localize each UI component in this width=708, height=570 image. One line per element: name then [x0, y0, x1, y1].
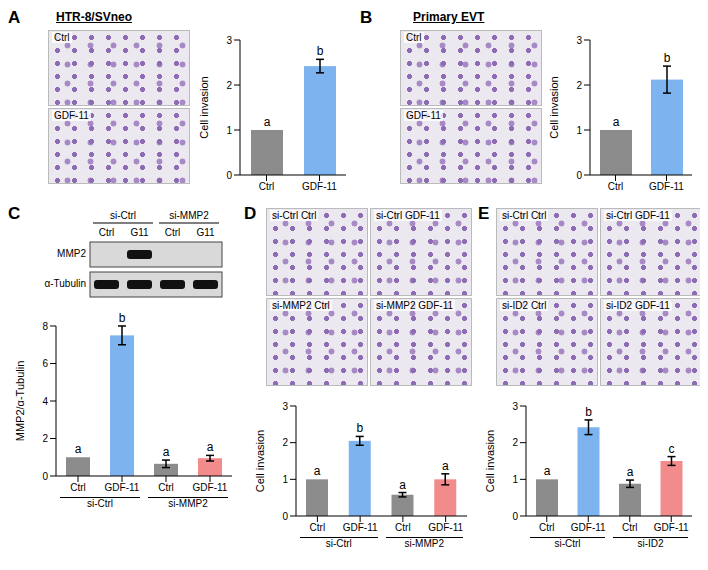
svg-text:GDF-11: GDF-11	[428, 522, 463, 533]
html-text:si-Ctrl GDF-11: si-Ctrl GDF-11	[376, 210, 440, 221]
svg-text:a: a	[314, 464, 321, 478]
svg-text:3: 3	[282, 401, 288, 412]
svg-text:Ctrl: Ctrl	[70, 482, 86, 493]
html-text:GDF-11: GDF-11	[406, 110, 441, 121]
html-text:si-Ctrl: si-Ctrl	[554, 538, 581, 549]
svg-text:si-MMP2: si-MMP2	[169, 210, 209, 221]
svg-text:Ctrl: Ctrl	[622, 522, 638, 533]
svg-text:MMP2/α-Tubulin: MMP2/α-Tubulin	[14, 361, 26, 442]
html-text:E: E	[478, 204, 490, 223]
svg-text:2: 2	[282, 437, 288, 448]
svg-text:2: 2	[42, 433, 48, 444]
svg-text:b: b	[664, 51, 671, 65]
svg-text:4: 4	[42, 396, 48, 407]
svg-text:a: a	[627, 465, 634, 479]
svg-text:Cell invasion: Cell invasion	[548, 76, 560, 138]
svg-text:8: 8	[42, 321, 48, 332]
svg-text:G11: G11	[196, 227, 215, 238]
html-text:si-MMP2: si-MMP2	[168, 498, 208, 509]
html-text:B: B	[360, 8, 373, 27]
html-text:si-ID2: si-ID2	[637, 538, 664, 549]
svg-text:GDF-11: GDF-11	[193, 482, 228, 493]
svg-text:a: a	[613, 115, 620, 129]
svg-text:G11: G11	[130, 227, 149, 238]
svg-text:3: 3	[576, 35, 582, 46]
svg-text:0: 0	[226, 170, 232, 181]
svg-text:a: a	[207, 440, 214, 454]
svg-text:GDF-11: GDF-11	[571, 522, 606, 533]
html-text:si-MMP2 Ctrl: si-MMP2 Ctrl	[272, 300, 330, 311]
svg-text:GDF-11: GDF-11	[302, 181, 337, 192]
svg-text:b: b	[317, 44, 324, 58]
svg-text:0: 0	[576, 170, 582, 181]
svg-text:GDF-11: GDF-11	[654, 522, 689, 533]
svg-text:0: 0	[282, 511, 288, 522]
html-text:HTR-8/SVneo: HTR-8/SVneo	[56, 10, 132, 24]
svg-text:6: 6	[42, 358, 48, 369]
svg-text:c: c	[669, 442, 675, 456]
svg-text:Ctrl: Ctrl	[539, 522, 555, 533]
html-text:GDF-11: GDF-11	[54, 110, 89, 121]
svg-text:1: 1	[226, 125, 232, 136]
svg-text:Ctrl: Ctrl	[608, 181, 624, 192]
html-text:si-Ctrl: si-Ctrl	[86, 498, 113, 509]
svg-text:Ctrl: Ctrl	[259, 181, 275, 192]
svg-text:1: 1	[512, 474, 518, 485]
svg-text:a: a	[264, 115, 271, 129]
html-text:Ctrl: Ctrl	[406, 32, 422, 43]
svg-text:b: b	[119, 311, 126, 325]
svg-text:si-Ctrl: si-Ctrl	[110, 210, 136, 221]
html-text:Ctrl: Ctrl	[54, 32, 70, 43]
html-text:si-ID2 Ctrl: si-ID2 Ctrl	[502, 300, 547, 311]
html-text:si-ID2 GDF-11: si-ID2 GDF-11	[606, 300, 670, 311]
html-text:si-MMP2: si-MMP2	[404, 538, 444, 549]
svg-text:b: b	[585, 405, 592, 419]
svg-text:GDF-11: GDF-11	[105, 482, 140, 493]
svg-text:3: 3	[226, 35, 232, 46]
svg-text:a: a	[544, 464, 551, 478]
html-text:si-Ctrl GDF-11: si-Ctrl GDF-11	[606, 210, 670, 221]
svg-text:a: a	[163, 445, 170, 459]
svg-text:Ctrl: Ctrl	[395, 522, 411, 533]
svg-text:Ctrl: Ctrl	[99, 227, 115, 238]
svg-text:GDF-11: GDF-11	[343, 522, 378, 533]
svg-text:1: 1	[576, 125, 582, 136]
svg-text:Ctrl: Ctrl	[158, 482, 174, 493]
html-text:si-Ctrl: si-Ctrl	[325, 538, 352, 549]
svg-text:Cell invasion: Cell invasion	[198, 76, 210, 138]
svg-text:2: 2	[512, 437, 518, 448]
svg-text:Cell invasion: Cell invasion	[484, 430, 496, 492]
svg-text:0: 0	[42, 471, 48, 482]
svg-text:Ctrl: Ctrl	[165, 227, 181, 238]
html-text:si-MMP2 GDF-11: si-MMP2 GDF-11	[376, 300, 453, 311]
svg-text:a: a	[442, 459, 449, 473]
svg-text:a: a	[75, 442, 82, 456]
svg-text:GDF-11: GDF-11	[649, 181, 684, 192]
html-text:C: C	[8, 204, 21, 223]
svg-text:2: 2	[576, 80, 582, 91]
html-text:A: A	[8, 8, 21, 27]
svg-text:b: b	[356, 421, 363, 435]
svg-text:2: 2	[226, 80, 232, 91]
html-text:si-Ctrl Ctrl: si-Ctrl Ctrl	[502, 210, 547, 221]
svg-text:Cell invasion: Cell invasion	[254, 430, 266, 492]
svg-text:a: a	[399, 478, 406, 492]
svg-text:3: 3	[512, 401, 518, 412]
svg-text:1: 1	[282, 474, 288, 485]
svg-text:Ctrl: Ctrl	[310, 522, 326, 533]
svg-text:MMP2: MMP2	[57, 248, 86, 259]
html-text:si-Ctrl Ctrl: si-Ctrl Ctrl	[272, 210, 317, 221]
svg-text:α-Tubulin: α-Tubulin	[44, 278, 86, 289]
svg-text:0: 0	[512, 511, 518, 522]
html-text:Primary EVT: Primary EVT	[413, 10, 485, 24]
html-text:D: D	[244, 204, 257, 223]
